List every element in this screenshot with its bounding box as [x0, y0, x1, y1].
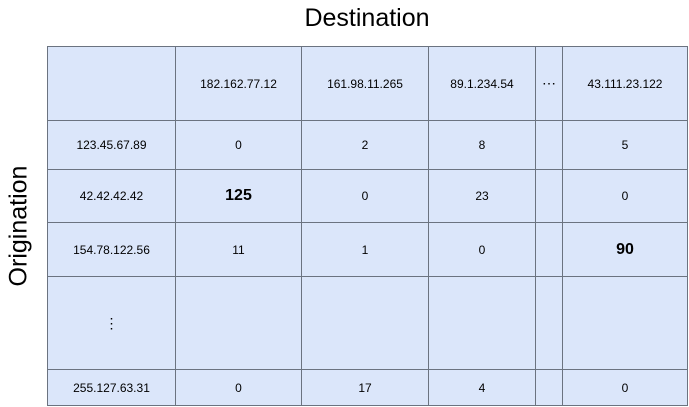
- ellipsis-column-cell: [535, 120, 563, 170]
- destination-header: 43.111.23.122: [562, 46, 688, 121]
- matrix-cell: [175, 276, 302, 370]
- ellipsis-column-cell: [535, 169, 563, 223]
- matrix-cell: 2: [301, 120, 429, 170]
- matrix-cell: 0: [562, 369, 688, 406]
- destination-header: 89.1.234.54: [428, 46, 536, 121]
- matrix-cell: [301, 276, 429, 370]
- ellipsis-column-cell: [535, 222, 563, 277]
- matrix-cell: 0: [175, 120, 302, 170]
- matrix-row: 154.78.122.56 11 1 0 90: [47, 222, 688, 277]
- origin-header: 255.127.63.31: [47, 369, 176, 406]
- corner-cell: [47, 46, 176, 121]
- destination-ellipsis: ⋯: [535, 46, 563, 121]
- matrix-cell: 1: [301, 222, 429, 277]
- destination-header: 182.162.77.12: [175, 46, 302, 121]
- origin-header: 42.42.42.42: [47, 169, 176, 223]
- matrix-cell: 5: [562, 120, 688, 170]
- diagram-title: Destination: [304, 4, 430, 32]
- ellipsis-column-cell: [535, 369, 563, 406]
- matrix-cell: 8: [428, 120, 536, 170]
- matrix-row: 255.127.63.31 0 17 4 0: [47, 369, 688, 406]
- origin-header: 123.45.67.89: [47, 120, 176, 170]
- ellipsis-row: ⋮: [47, 276, 688, 370]
- header-row: 182.162.77.12 161.98.11.265 89.1.234.54 …: [47, 46, 688, 121]
- traffic-matrix: 182.162.77.12 161.98.11.265 89.1.234.54 …: [47, 46, 688, 406]
- matrix-cell: 0: [175, 369, 302, 406]
- matrix-cell: 4: [428, 369, 536, 406]
- matrix-cell: 0: [428, 222, 536, 277]
- matrix-cell: 0: [301, 169, 429, 223]
- matrix-cell: 0: [562, 169, 688, 223]
- matrix-cell: [428, 276, 536, 370]
- matrix-cell: 11: [175, 222, 302, 277]
- matrix-cell-highlight: 90: [562, 222, 688, 277]
- matrix-cell: [562, 276, 688, 370]
- matrix-cell: 17: [301, 369, 429, 406]
- ellipsis-column-cell: [535, 276, 563, 370]
- matrix-cell: 23: [428, 169, 536, 223]
- matrix-row: 42.42.42.42 125 0 23 0: [47, 169, 688, 223]
- destination-header: 161.98.11.265: [301, 46, 429, 121]
- origin-ellipsis: ⋮: [47, 276, 176, 370]
- origin-header: 154.78.122.56: [47, 222, 176, 277]
- y-axis-label: Origination: [4, 165, 33, 287]
- matrix-row: 123.45.67.89 0 2 8 5: [47, 120, 688, 170]
- y-axis-label-container: Origination: [3, 46, 35, 406]
- matrix-cell-highlight: 125: [175, 169, 302, 223]
